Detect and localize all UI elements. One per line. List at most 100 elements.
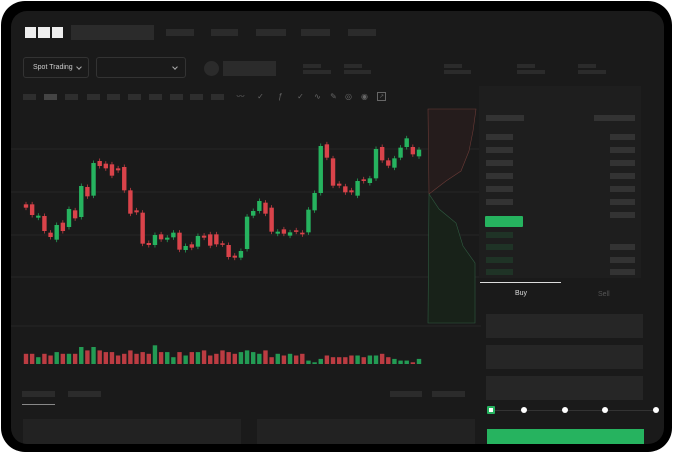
draw-line-icon[interactable]: ∿	[314, 92, 321, 101]
ask-price	[486, 199, 513, 205]
volume-bar	[189, 352, 194, 364]
volume-bar	[177, 352, 182, 364]
candle	[269, 207, 274, 232]
timeframe-button-active[interactable]	[44, 94, 57, 100]
pair-select[interactable]	[96, 57, 186, 78]
candle	[263, 202, 268, 214]
bottom-tab[interactable]	[68, 391, 101, 397]
timeframe-button[interactable]	[107, 94, 120, 100]
nav-item[interactable]	[256, 29, 286, 36]
ask-amount	[610, 173, 635, 179]
nav-item[interactable]	[166, 29, 194, 36]
candle	[373, 149, 379, 179]
candle	[79, 186, 84, 217]
indicator-icon[interactable]: 〰	[236, 92, 245, 101]
timeframe-button[interactable]	[211, 94, 224, 100]
timeframe-button[interactable]	[87, 94, 100, 100]
volume-bar	[336, 357, 342, 364]
candle	[386, 160, 391, 166]
fullscreen-icon[interactable]: ↗	[377, 92, 386, 101]
amount-input[interactable]	[486, 345, 643, 369]
nav-item[interactable]	[348, 29, 376, 36]
candle	[54, 225, 59, 240]
volume-bar	[367, 355, 373, 364]
candle	[97, 161, 102, 166]
candle	[91, 163, 96, 196]
timeframe-button[interactable]	[190, 94, 203, 100]
indicator-icon[interactable]: ƒ	[278, 92, 283, 101]
candle	[379, 147, 385, 161]
volume-bar	[343, 357, 348, 364]
candle	[183, 246, 188, 250]
camera-icon[interactable]: ◎	[345, 92, 352, 101]
coin-icon	[204, 61, 219, 76]
nav-item[interactable]	[301, 29, 330, 36]
stat-label	[444, 64, 462, 68]
tab-sell[interactable]: Sell	[598, 291, 610, 298]
candle	[324, 144, 330, 158]
timeframe-button[interactable]	[149, 94, 162, 100]
slider-step[interactable]	[653, 407, 659, 413]
orders-panel	[23, 419, 241, 444]
price-input[interactable]	[486, 314, 643, 338]
timeframe-button[interactable]	[170, 94, 183, 100]
orderbook-header	[594, 115, 635, 121]
trading-screen: Spot Trading 〰 ✓ ƒ ✓ ∿ ✎ ◎ ◉ ↗ ▤ ▥ ▤	[11, 11, 664, 444]
slider-track[interactable]	[491, 410, 657, 411]
bottom-tab-active[interactable]	[22, 391, 55, 397]
bottom-action[interactable]	[432, 391, 465, 397]
tab-buy[interactable]: Buy	[515, 290, 528, 297]
orderbook-header	[486, 115, 524, 121]
timeframe-button[interactable]	[65, 94, 78, 100]
stat-label	[517, 64, 535, 68]
timeframe-button[interactable]	[23, 94, 36, 100]
candlestick-chart[interactable]	[11, 11, 481, 381]
volume-bar	[324, 355, 330, 364]
timeframe-button[interactable]	[128, 94, 141, 100]
ask-amount	[610, 160, 635, 166]
volume-bar	[281, 355, 287, 364]
slider-step[interactable]	[562, 407, 568, 413]
volume-bar	[306, 360, 311, 364]
candle	[109, 164, 115, 176]
indicator-icon[interactable]: ✓	[257, 92, 264, 101]
candle	[349, 190, 354, 193]
volume-bar	[220, 350, 225, 364]
candle	[140, 212, 145, 244]
volume-bar	[152, 345, 158, 364]
volume-bar	[48, 355, 53, 364]
chevron-icon[interactable]: ✓	[297, 92, 304, 101]
slider-handle[interactable]	[487, 406, 495, 414]
stat-label	[578, 64, 596, 68]
slider-step[interactable]	[521, 407, 527, 413]
candle	[410, 147, 416, 155]
candle	[226, 245, 231, 257]
candle	[165, 237, 170, 240]
slider-step[interactable]	[602, 407, 608, 413]
candle	[281, 229, 287, 234]
volume-bar	[355, 355, 360, 364]
bottom-action[interactable]	[390, 391, 422, 397]
bid-price	[486, 257, 513, 263]
buy-submit-button[interactable]	[487, 429, 644, 444]
candle	[361, 179, 366, 181]
volume-bar	[257, 353, 262, 364]
nav-item[interactable]	[211, 29, 238, 36]
volume-bar	[79, 347, 84, 364]
volume-bar	[386, 357, 391, 364]
ask-price	[486, 186, 513, 192]
candle	[398, 147, 403, 158]
bid-price	[486, 244, 513, 250]
total-input[interactable]	[486, 376, 643, 400]
pencil-icon[interactable]: ✎	[330, 92, 337, 101]
depth-asks	[427, 108, 477, 195]
volume-bar	[134, 353, 139, 364]
volume-bar	[72, 353, 78, 364]
search-bar[interactable]	[71, 25, 154, 40]
market-type-dropdown[interactable]: Spot Trading	[23, 57, 89, 78]
settings-icon[interactable]: ◉	[361, 92, 368, 101]
ask-amount	[610, 212, 635, 218]
volume-bar	[404, 360, 409, 364]
candle	[23, 204, 29, 208]
volume-bar	[183, 355, 188, 364]
